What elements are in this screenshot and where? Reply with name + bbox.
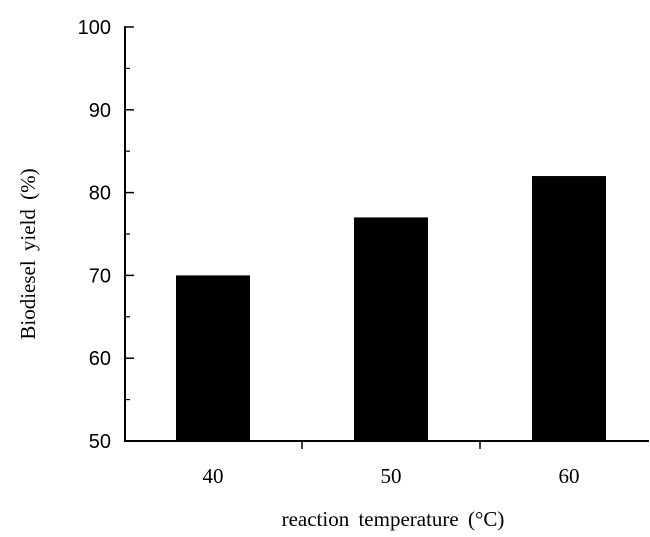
x-ticks: 40 50 60 <box>203 441 580 488</box>
x-axis-title: reaction temperature (°C) <box>282 507 505 531</box>
bar-50 <box>354 217 428 441</box>
bars-group <box>176 176 606 442</box>
y-tick-label-100: 100 <box>78 17 111 39</box>
y-axis-title: Biodiesel yield (%) <box>16 168 40 339</box>
bar-40 <box>176 275 250 441</box>
y-tick-label-80: 80 <box>89 183 111 205</box>
bar-60 <box>532 176 606 442</box>
y-tick-label-60: 60 <box>89 348 111 370</box>
y-tick-label-90: 90 <box>89 100 111 122</box>
y-tick-label-70: 70 <box>89 265 111 287</box>
y-tick-label-50: 50 <box>89 431 111 453</box>
x-tick-label-40: 40 <box>203 464 224 488</box>
x-tick-label-50: 50 <box>381 464 402 488</box>
x-tick-label-60: 60 <box>559 464 580 488</box>
